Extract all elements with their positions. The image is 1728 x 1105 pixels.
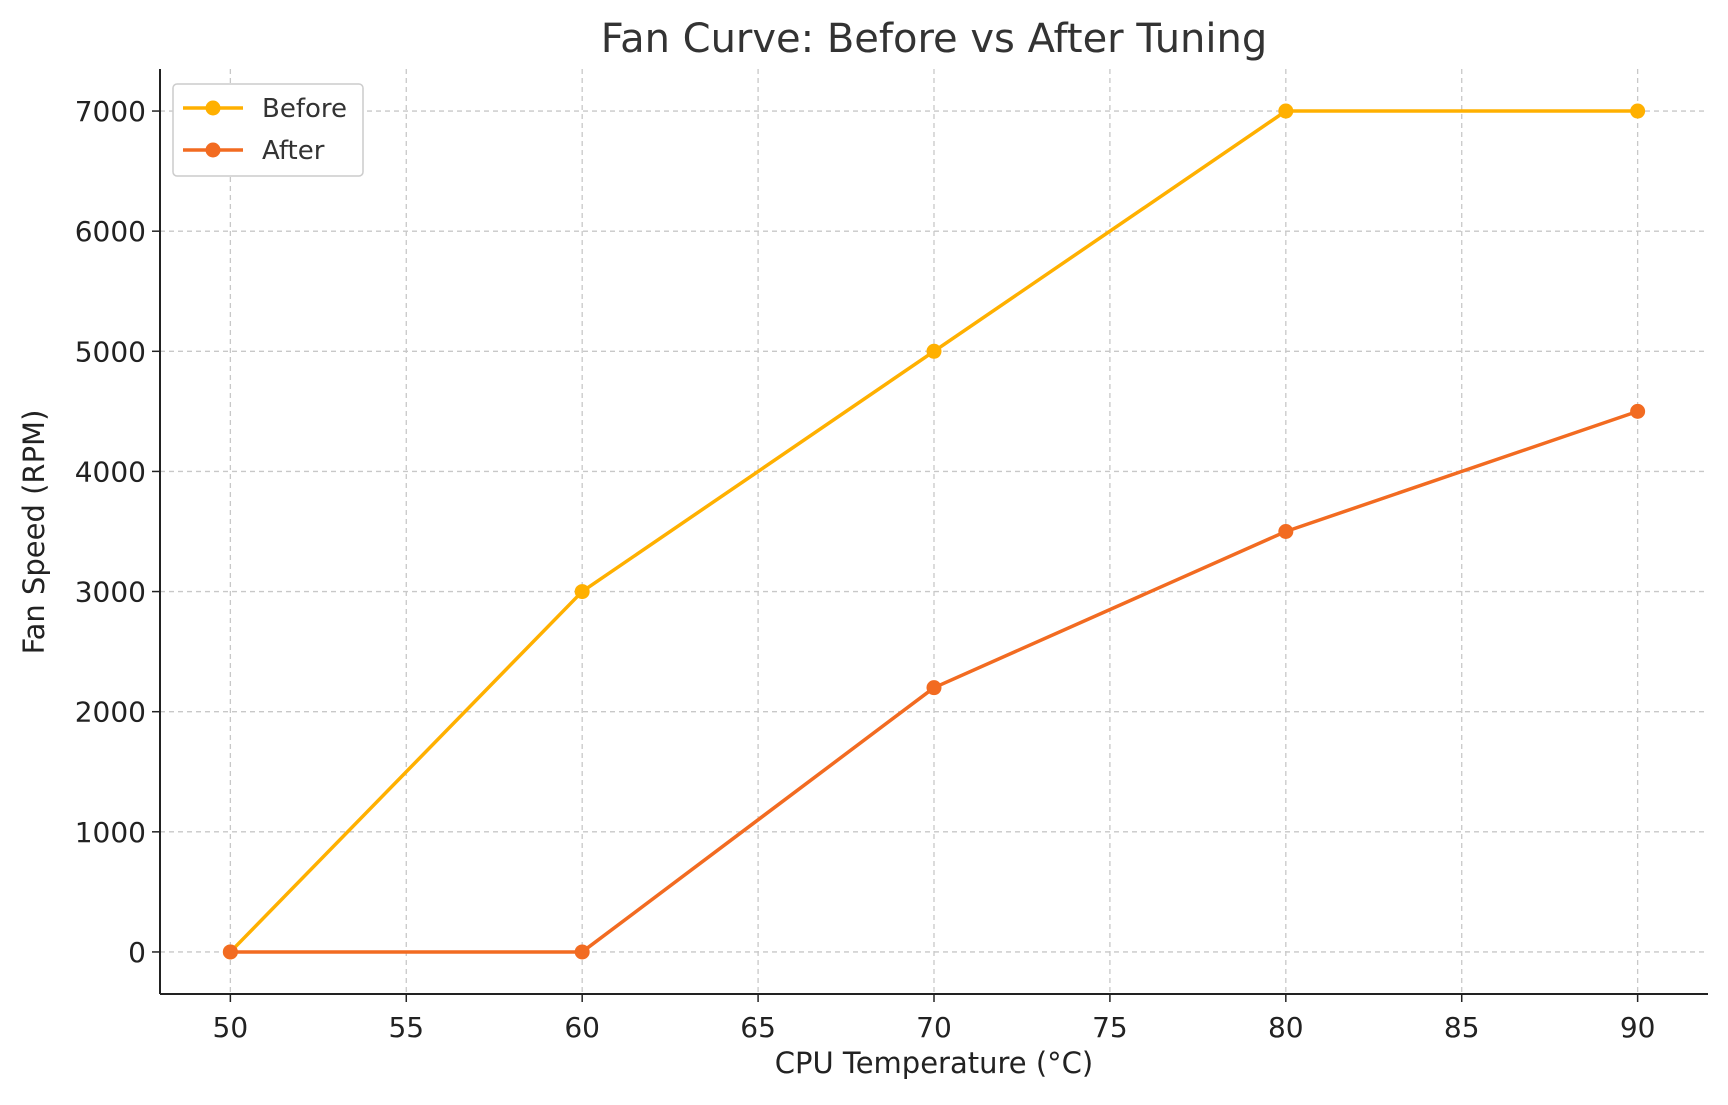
data-point xyxy=(1278,524,1294,539)
chart-title: Fan Curve: Before vs After Tuning xyxy=(601,16,1268,62)
y-tick-label: 5000 xyxy=(75,335,146,368)
x-tick-label: 85 xyxy=(1444,1011,1480,1044)
data-point xyxy=(574,944,590,960)
y-axis-label: Fan Speed (RPM) xyxy=(17,410,51,655)
data-point xyxy=(574,584,590,600)
grid xyxy=(160,69,1708,994)
x-tick-label: 65 xyxy=(740,1011,776,1044)
x-tick-label: 75 xyxy=(1092,1011,1128,1044)
legend-marker xyxy=(205,142,221,158)
y-tick-label: 6000 xyxy=(75,215,146,248)
x-tick-label: 70 xyxy=(916,1011,952,1044)
y-tick-label: 7000 xyxy=(75,95,146,128)
axes: 50 55 60 65 70 75 80 85 90 0 1000 2000 3000 4000 5000 6… xyxy=(75,69,1708,1044)
data-point xyxy=(1630,403,1646,419)
x-tick-label: 50 xyxy=(213,1011,249,1044)
y-tick-label: 0 xyxy=(128,936,146,969)
x-tick-label: 80 xyxy=(1268,1011,1304,1044)
legend-label: Before xyxy=(262,94,347,124)
x-tick-label: 60 xyxy=(564,1011,600,1044)
series-layer xyxy=(222,103,1646,960)
x-tick-label: 55 xyxy=(388,1011,424,1044)
y-tick-label: 2000 xyxy=(75,696,146,729)
y-tick-label: 1000 xyxy=(75,816,146,849)
data-point xyxy=(222,944,238,960)
data-point xyxy=(1630,103,1646,119)
data-point xyxy=(926,343,942,359)
y-tick-label: 4000 xyxy=(75,455,146,488)
data-point xyxy=(1278,103,1294,119)
legend-marker xyxy=(205,100,221,116)
legend-label: After xyxy=(262,136,325,166)
data-point xyxy=(926,680,942,696)
legend: Before After xyxy=(172,83,364,177)
x-tick-label: 90 xyxy=(1620,1011,1656,1044)
x-axis-label: CPU Temperature (°C) xyxy=(775,1046,1093,1080)
y-tick-label: 3000 xyxy=(75,576,146,609)
